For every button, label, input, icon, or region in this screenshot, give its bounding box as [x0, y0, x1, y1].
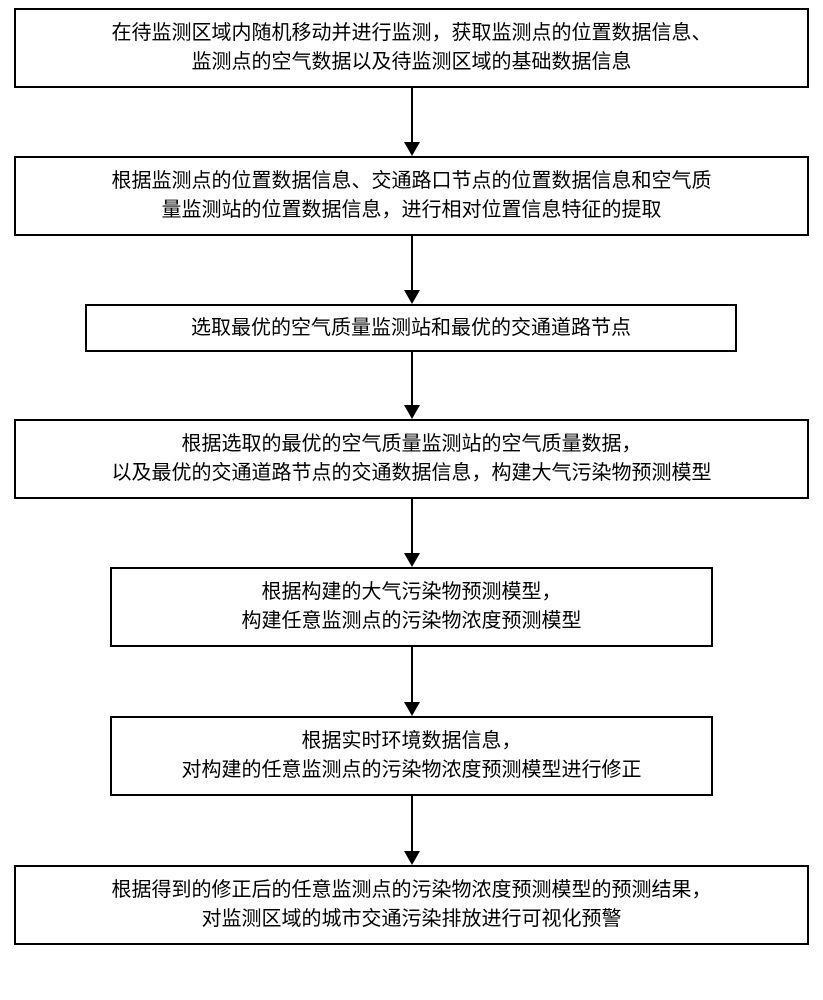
flow-node-label: 根据构建的大气污染物预测模型， 构建任意监测点的污染物浓度预测模型	[242, 578, 582, 636]
flow-node-label: 根据选取的最优的空气质量监测站的空气质量数据， 以及最优的交通道路节点的交通数据…	[112, 430, 712, 488]
flow-node-3: 选取最优的空气质量监测站和最优的交通道路节点	[85, 304, 737, 352]
flow-edge-6	[411, 796, 413, 851]
flow-node-label: 选取最优的空气质量监测站和最优的交通道路节点	[191, 314, 631, 343]
flow-node-label: 根据得到的修正后的任意监测点的污染物浓度预测模型的预测结果， 对监测区域的城市交…	[112, 876, 712, 934]
flow-node-2: 根据监测点的位置数据信息、交通路口节点的位置数据信息和空气质 量监测站的位置数据…	[14, 156, 809, 236]
flow-edge-arrowhead-5	[404, 702, 420, 716]
flow-edge-arrowhead-6	[404, 851, 420, 865]
flow-edge-1	[411, 88, 413, 142]
flow-edge-arrowhead-4	[404, 553, 420, 567]
flow-node-1: 在待监测区域内随机移动并进行监测，获取监测点的位置数据信息、 监测点的空气数据以…	[14, 8, 809, 88]
flow-edge-2	[411, 236, 413, 290]
flow-node-4: 根据选取的最优的空气质量监测站的空气质量数据， 以及最优的交通道路节点的交通数据…	[14, 419, 809, 499]
flow-edge-arrowhead-3	[404, 405, 420, 419]
flow-node-6: 根据实时环境数据信息， 对构建的任意监测点的污染物浓度预测模型进行修正	[110, 716, 713, 796]
flow-node-label: 根据监测点的位置数据信息、交通路口节点的位置数据信息和空气质 量监测站的位置数据…	[112, 167, 712, 225]
flow-edge-5	[411, 647, 413, 702]
flow-node-label: 根据实时环境数据信息， 对构建的任意监测点的污染物浓度预测模型进行修正	[182, 727, 642, 785]
flow-node-7: 根据得到的修正后的任意监测点的污染物浓度预测模型的预测结果， 对监测区域的城市交…	[14, 865, 809, 945]
flow-node-label: 在待监测区域内随机移动并进行监测，获取监测点的位置数据信息、 监测点的空气数据以…	[112, 19, 712, 77]
flow-edge-3	[411, 352, 413, 405]
flow-edge-arrowhead-2	[404, 290, 420, 304]
flowchart-canvas: 在待监测区域内随机移动并进行监测，获取监测点的位置数据信息、 监测点的空气数据以…	[0, 0, 823, 1000]
flow-edge-4	[411, 499, 413, 553]
flow-edge-arrowhead-1	[404, 142, 420, 156]
flow-node-5: 根据构建的大气污染物预测模型， 构建任意监测点的污染物浓度预测模型	[110, 567, 713, 647]
